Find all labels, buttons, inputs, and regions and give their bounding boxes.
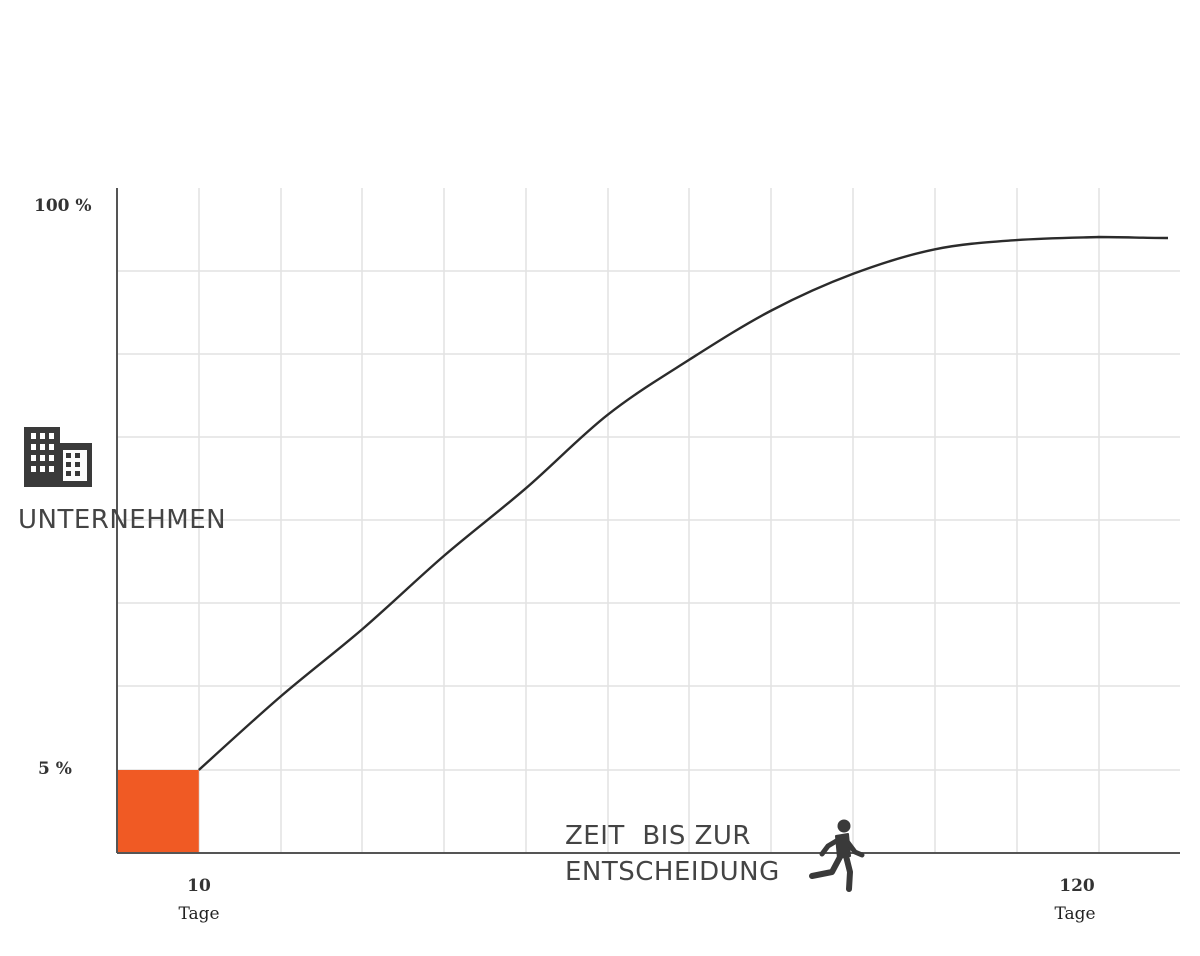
office-building-icon (24, 427, 92, 487)
x-axis-label-line2: ENTSCHEIDUNG (565, 857, 780, 887)
series-line (197, 235, 1169, 771)
x-tick-sublabel-10: Tage (178, 904, 219, 924)
running-person-icon (809, 819, 865, 892)
axes (116, 188, 1180, 854)
y-tick-label-5: 5 % (38, 759, 72, 779)
y-axis-label: UNTERNEHMEN (18, 505, 226, 535)
x-tick-sublabel-120: Tage (1054, 904, 1095, 924)
highlight-region (117, 770, 199, 853)
x-tick-label-10: 10 (187, 876, 211, 896)
y-tick-label-100: 100 % (34, 196, 92, 216)
x-axis-label-line1: ZEIT BIS ZUR (565, 821, 751, 851)
grid (117, 188, 1180, 853)
x-tick-label-120: 120 (1059, 876, 1095, 896)
